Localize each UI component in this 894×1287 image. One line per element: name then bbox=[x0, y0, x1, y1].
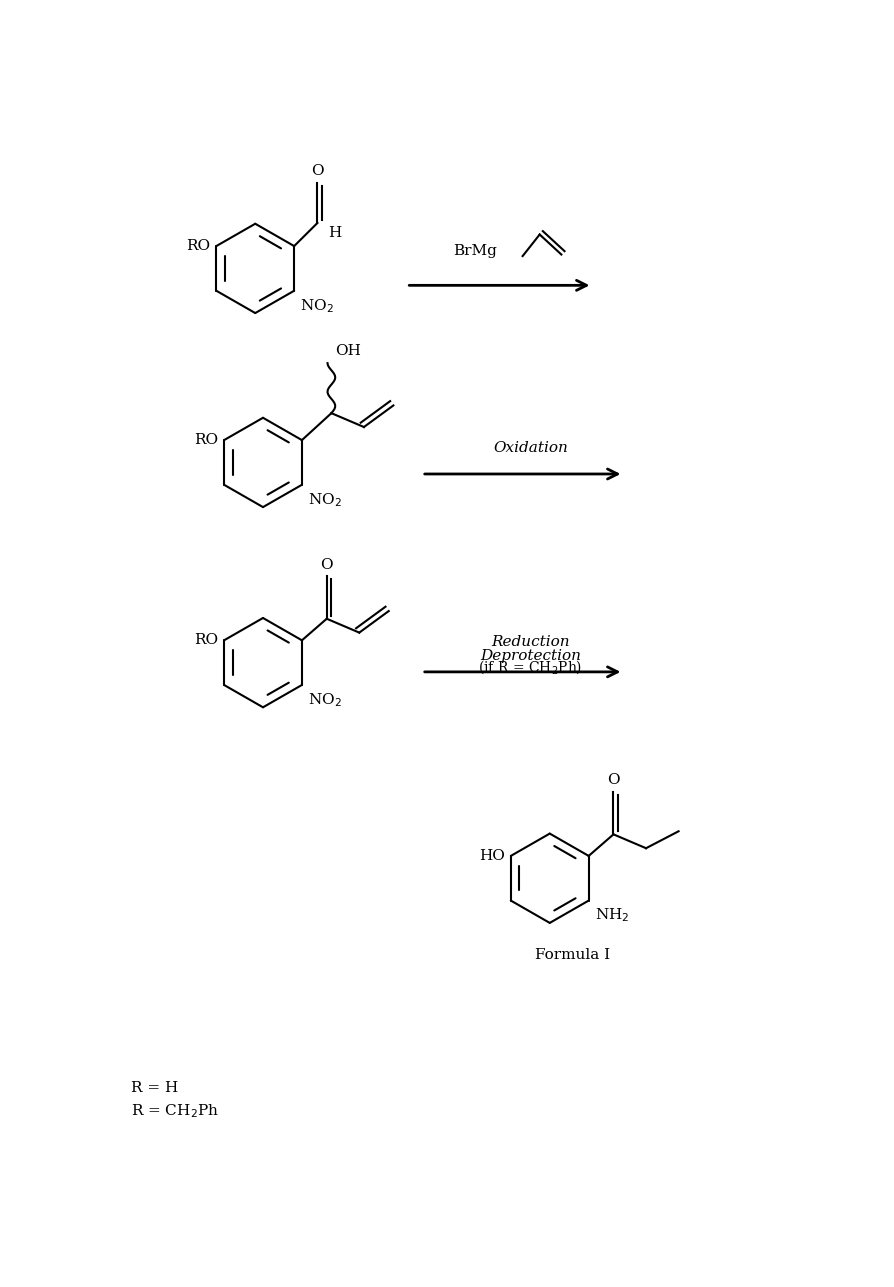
Text: NO$_2$: NO$_2$ bbox=[308, 490, 342, 508]
Text: O: O bbox=[311, 165, 324, 179]
Text: (if R = CH$_2$Ph): (if R = CH$_2$Ph) bbox=[477, 659, 582, 677]
Text: O: O bbox=[320, 557, 333, 571]
Text: Oxidation: Oxidation bbox=[493, 440, 567, 454]
Text: O: O bbox=[606, 773, 620, 788]
Text: NO$_2$: NO$_2$ bbox=[308, 691, 342, 709]
Text: OH: OH bbox=[335, 345, 360, 359]
Text: HO: HO bbox=[478, 849, 504, 862]
Text: NH$_2$: NH$_2$ bbox=[595, 907, 628, 924]
Text: BrMg: BrMg bbox=[452, 245, 496, 259]
Text: H: H bbox=[328, 227, 342, 241]
Text: RO: RO bbox=[193, 434, 217, 447]
Text: Reduction: Reduction bbox=[491, 634, 569, 649]
Text: RO: RO bbox=[186, 239, 210, 254]
Text: Deprotection: Deprotection bbox=[479, 649, 580, 663]
Text: RO: RO bbox=[193, 633, 217, 647]
Text: R = H: R = H bbox=[131, 1081, 178, 1095]
Text: R = CH$_2$Ph: R = CH$_2$Ph bbox=[131, 1102, 219, 1120]
Text: Formula I: Formula I bbox=[535, 947, 610, 961]
Text: NO$_2$: NO$_2$ bbox=[300, 297, 333, 314]
